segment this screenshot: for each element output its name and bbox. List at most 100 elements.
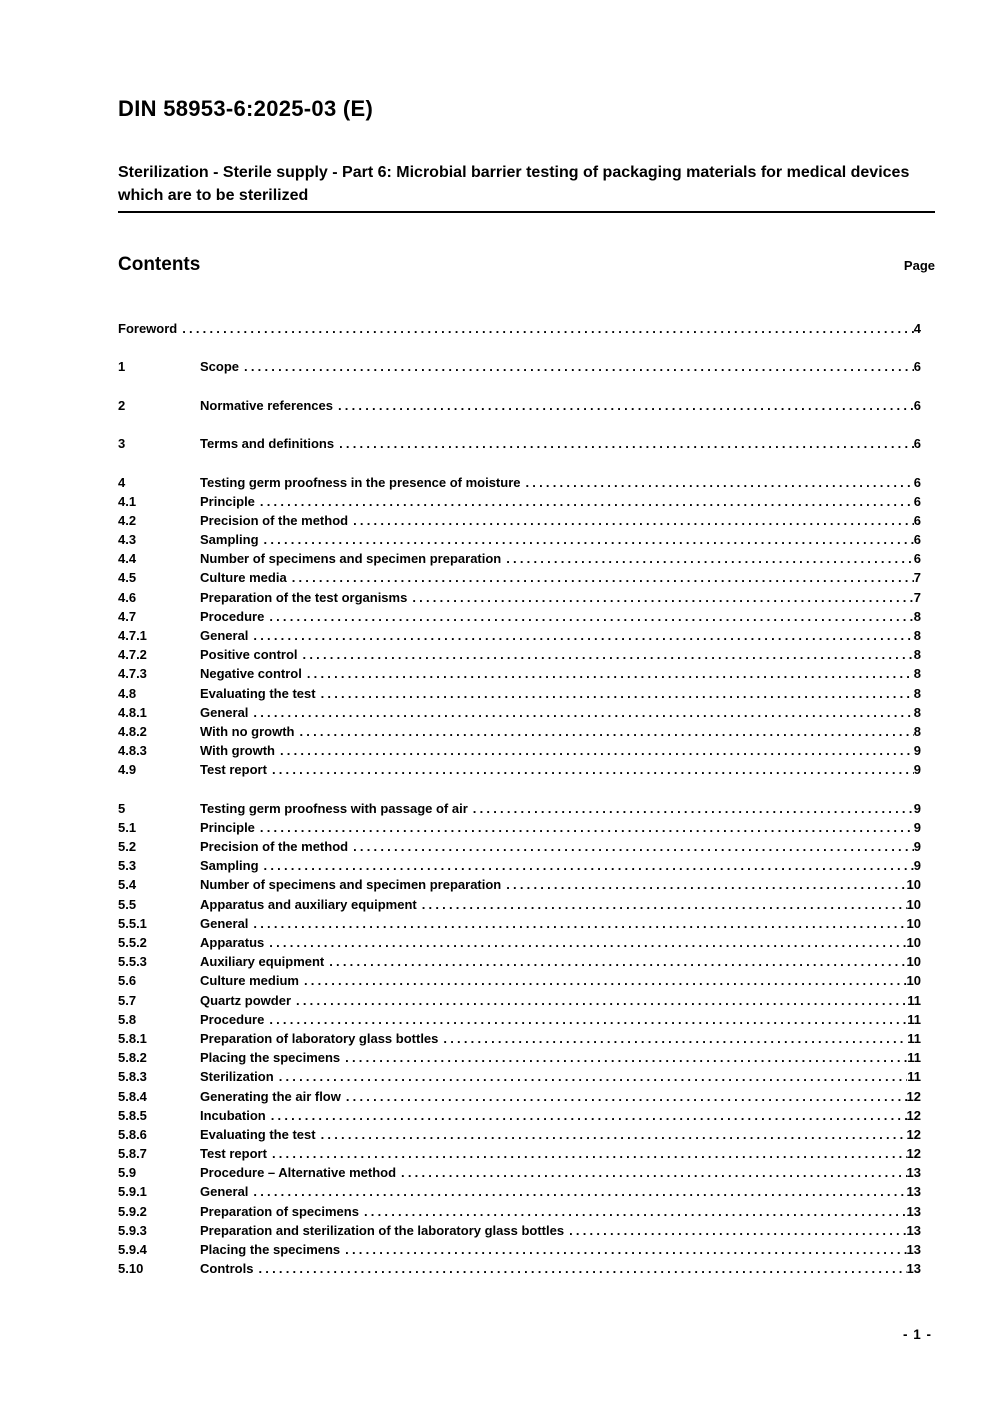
toc-entry[interactable]: 4.7 Procedure 8 — [118, 607, 935, 626]
toc-entry-page: 8 — [913, 628, 921, 643]
toc-entry[interactable]: 4.9 Test report 9 — [118, 760, 935, 779]
toc-entry-label: Sampling — [200, 532, 259, 548]
toc-entry-label: Evaluating the test — [200, 1126, 316, 1142]
toc-entry[interactable]: 5.4 Number of specimens and specimen pre… — [118, 875, 935, 894]
toc-entry-number: 5.9.3 — [118, 1222, 147, 1238]
toc-entry-number: 5.8.5 — [118, 1107, 147, 1123]
contents-header-row: Contents Page — [118, 253, 935, 276]
toc-entry[interactable]: 5.8.4 Generating the air flow 12 — [118, 1087, 935, 1106]
toc-entry[interactable]: 4.8.1 General 8 — [118, 703, 935, 722]
toc-entry[interactable]: 5.9.2 Preparation of specimens 13 — [118, 1202, 935, 1221]
toc-entry-label: Positive control — [200, 647, 298, 663]
toc-entry[interactable]: 4.5 Culture media 7 — [118, 568, 935, 587]
toc-entry[interactable]: 5.6 Culture medium 10 — [118, 971, 935, 990]
toc-entry-label: Testing germ proofness with passage of a… — [200, 800, 468, 816]
contents-heading: Contents — [118, 254, 201, 275]
toc-entry[interactable]: 5.9.4 Placing the specimens 13 — [118, 1240, 935, 1259]
toc-entry-label: Normative references — [200, 397, 333, 413]
toc-leader-dots — [569, 1221, 906, 1240]
toc-entry[interactable]: 2 Normative references 6 — [118, 396, 935, 415]
toc-entry-number: 5.5 — [118, 896, 137, 912]
toc-entry-label: Terms and definitions — [200, 436, 335, 452]
toc-entry[interactable]: 5.5.1 General 10 — [118, 914, 935, 933]
toc-entry-number: 2 — [118, 397, 126, 413]
toc-entry-page: 9 — [913, 800, 921, 816]
toc-entry[interactable]: 5.5.3 Auxiliary equipment 10 — [118, 952, 935, 971]
toc-leader-dots — [338, 396, 914, 415]
toc-entry[interactable]: 4.8.3 With growth 9 — [118, 741, 935, 760]
toc-entry-number: 4.8 — [118, 685, 137, 701]
toc-leader-dots — [269, 933, 906, 952]
toc-leader-dots — [271, 1106, 907, 1125]
toc-entry[interactable]: 5.8.1 Preparation of laboratory glass bo… — [118, 1029, 935, 1048]
toc-entry-number: 5.9 — [118, 1165, 137, 1181]
toc-entry[interactable]: 4.7.3 Negative control 8 — [118, 664, 935, 683]
toc-entry[interactable]: 5.8.7 Test report 12 — [118, 1144, 935, 1163]
toc-entry[interactable]: Foreword 4 — [118, 319, 935, 338]
toc-entry[interactable]: 4 Testing germ proofness in the presence… — [118, 473, 935, 492]
toc-entry[interactable]: 5 Testing germ proofness with passage of… — [118, 799, 935, 818]
toc-entry[interactable]: 5.5 Apparatus and auxiliary equipment 10 — [118, 895, 935, 914]
toc-entry[interactable]: 5.9.1 General 13 — [118, 1182, 935, 1201]
toc-entry[interactable]: 4.2 Precision of the method 6 — [118, 511, 935, 530]
toc-entry[interactable]: 5.9 Procedure – Alternative method 13 — [118, 1163, 935, 1182]
toc-entry[interactable]: 1 Scope 6 — [118, 357, 935, 376]
toc-leader-dots — [296, 991, 907, 1010]
toc-entry-number: 5.8.7 — [118, 1146, 147, 1162]
toc-entry[interactable]: 5.8 Procedure 11 — [118, 1010, 935, 1029]
toc-leader-dots — [346, 1087, 907, 1106]
toc-leader-dots — [321, 1125, 907, 1144]
toc-entry-number: 4.7 — [118, 608, 137, 624]
toc-entry-label: Number of specimens and specimen prepara… — [200, 877, 502, 893]
toc-entry-page: 11 — [907, 1030, 921, 1046]
toc-leader-dots — [182, 319, 914, 338]
toc-leader-dots — [401, 1163, 907, 1182]
toc-leader-dots — [329, 952, 906, 971]
toc-entry-label: General — [200, 1184, 249, 1200]
toc-entry-number: 5.10 — [118, 1261, 144, 1277]
toc-entry[interactable]: 4.6 Preparation of the test organisms 7 — [118, 588, 935, 607]
toc-entry[interactable]: 4.7.2 Positive control 8 — [118, 645, 935, 664]
toc-entry[interactable]: 5.8.6 Evaluating the test 12 — [118, 1125, 935, 1144]
toc-entry-page: 13 — [906, 1222, 921, 1238]
toc-entry-page: 6 — [913, 551, 921, 567]
toc-entry[interactable]: 5.10 Controls 13 — [118, 1259, 935, 1278]
toc-entry-page: 8 — [913, 685, 921, 701]
toc-entry-number: 5.8.2 — [118, 1050, 147, 1066]
toc-entry[interactable]: 4.7.1 General 8 — [118, 626, 935, 645]
toc-entry-page: 11 — [907, 1011, 921, 1027]
toc-entry[interactable]: 5.5.2 Apparatus 10 — [118, 933, 935, 952]
toc-entry-page: 12 — [906, 1088, 921, 1104]
toc-entry-number: 4.3 — [118, 532, 137, 548]
toc-entry[interactable]: 5.3 Sampling 9 — [118, 856, 935, 875]
toc-entry-label: Negative control — [200, 666, 302, 682]
toc-entry[interactable]: 5.9.3 Preparation and sterilization of t… — [118, 1221, 935, 1240]
toc-entry-page: 9 — [913, 762, 921, 778]
toc-entry[interactable]: 5.2 Precision of the method 9 — [118, 837, 935, 856]
toc-entry[interactable]: 5.8.3 Sterilization 11 — [118, 1067, 935, 1086]
toc-entry[interactable]: 3 Terms and definitions 6 — [118, 434, 935, 453]
toc-entry[interactable]: 4.4 Number of specimens and specimen pre… — [118, 549, 935, 568]
toc-entry[interactable]: 5.1 Principle 9 — [118, 818, 935, 837]
toc-entry-page: 8 — [913, 647, 921, 663]
toc-entry[interactable]: 4.8.2 With no growth 8 — [118, 722, 935, 741]
toc-entry[interactable]: 5.8.5 Incubation 12 — [118, 1106, 935, 1125]
document-page: DIN 58953-6:2025-03 (E) Sterilization - … — [118, 0, 935, 1278]
toc-entry-number: 5.5.3 — [118, 954, 147, 970]
toc-entry[interactable]: 5.7 Quartz powder 11 — [118, 991, 935, 1010]
toc-entry[interactable]: 4.8 Evaluating the test 8 — [118, 684, 935, 703]
table-of-contents: Foreword 4 1 Scope 6 2 Normative referen… — [118, 319, 935, 1278]
toc-entry-page: 12 — [906, 1107, 921, 1123]
toc-entry[interactable]: 4.1 Principle 6 — [118, 492, 935, 511]
toc-entry[interactable]: 5.8.2 Placing the specimens 11 — [118, 1048, 935, 1067]
toc-entry[interactable]: 4.3 Sampling 6 — [118, 530, 935, 549]
toc-entry-label: Test report — [200, 1146, 267, 1162]
toc-entry-number: 4.9 — [118, 762, 137, 778]
toc-entry-number: 5.8.3 — [118, 1069, 147, 1085]
toc-entry-number: 5.9.4 — [118, 1242, 147, 1257]
toc-entry-label: General — [200, 915, 249, 931]
toc-entry-page: 9 — [913, 839, 921, 855]
toc-entry-label: Quartz powder — [200, 992, 292, 1008]
toc-leader-dots — [526, 473, 914, 492]
toc-leader-dots — [345, 1048, 907, 1067]
